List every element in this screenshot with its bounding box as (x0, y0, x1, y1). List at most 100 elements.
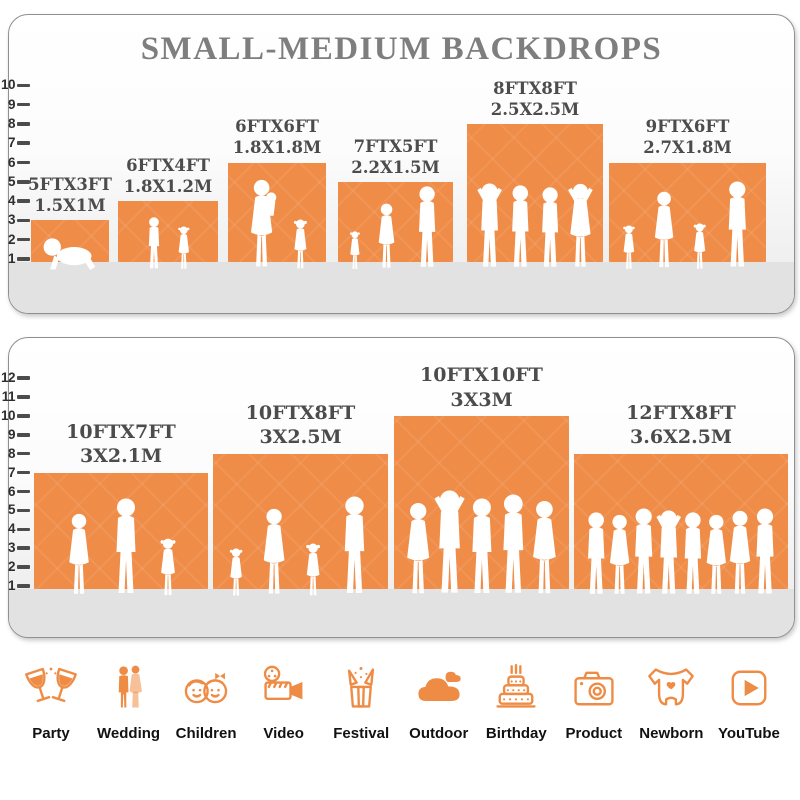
tick-label: 4 (7, 521, 16, 537)
backdrop-bar-7ftx5ft: 7FTX5FT 2.2X1.5M (338, 137, 453, 269)
tick-mark (17, 141, 30, 145)
tick-label: 7 (7, 464, 16, 480)
y-axis-tick-3: 3 (0, 541, 30, 555)
y-axis-tick-7: 7 (0, 136, 30, 150)
category-label: Product (565, 725, 623, 742)
backdrop-bar-6ftx4ft: 6FTX4FT 1.8X1.2M (118, 156, 218, 269)
backdrop-bar-10ftx10ft: 10FTX10FT 3X3M (394, 364, 569, 594)
size-m-label: 3X3M (450, 388, 513, 411)
bar-size-label: 6FTX6FT 1.8X1.8M (233, 116, 321, 158)
people-silhouettes (251, 179, 307, 269)
festival-icon (335, 662, 387, 719)
tick-mark (17, 584, 30, 588)
bar-size-label: 7FTX5FT 2.2X1.5M (351, 136, 439, 178)
tick-label: 10 (0, 407, 16, 423)
tick-mark (17, 160, 30, 165)
category-label: YouTube (717, 725, 780, 742)
wedding-icon (103, 662, 155, 719)
product-icon (574, 671, 614, 706)
bar-size-label: 12FTX8FT 3.6X2.5M (626, 401, 736, 450)
y-axis-tick-7: 7 (0, 464, 30, 480)
tick-label: 9 (7, 426, 16, 442)
backdrop-bar-6ftx6ft: 6FTX6FT 1.8X1.8M (228, 117, 326, 269)
bar-size-label: 8FTX8FT 2.5X2.5M (491, 78, 579, 120)
backdrop-bar-5ftx3ft: 5FTX3FT 1.5X1M (28, 175, 112, 271)
y-axis-tick-6: 6 (0, 154, 30, 170)
tick-label: 6 (7, 154, 16, 170)
size-ft-label: 6FTX6FT (235, 117, 319, 137)
y-axis-tick-10: 10 (0, 78, 30, 92)
bar-size-label: 5FTX3FT 1.5X1M (28, 174, 112, 216)
category-label: Outdoor (409, 725, 469, 742)
children-icon (180, 662, 232, 719)
y-axis-tick-8: 8 (0, 445, 30, 461)
tick-mark (17, 508, 30, 513)
people-silhouettes (477, 183, 593, 267)
tick-mark (17, 527, 30, 532)
bar-size-label: 10FTX10FT 3X3M (420, 363, 543, 412)
size-m-label: 3X2.5M (259, 426, 342, 449)
category-label: Party (32, 725, 70, 742)
y-axis-tick-9: 9 (0, 97, 30, 112)
size-ft-label: 7FTX5FT (353, 136, 438, 156)
y-axis-tick-4: 4 (0, 522, 30, 536)
backdrop-bar-10ftx8ft: 10FTX8FT 3X2.5M (213, 402, 388, 596)
size-ft-label: 12FTX8FT (626, 402, 736, 425)
birthday-icon (496, 664, 536, 708)
video-icon (258, 662, 310, 719)
category-label: Birthday (485, 725, 547, 742)
category-product: Product (557, 662, 631, 742)
newborn-icon (645, 662, 697, 719)
category-video: Video (247, 662, 321, 742)
size-m-label: 2.7X1.8M (643, 138, 732, 158)
y-axis-tick-8: 8 (0, 116, 30, 131)
y-axis-tick-6: 6 (0, 483, 30, 499)
size-m-label: 1.8X1.8M (232, 138, 322, 158)
tick-label: 2 (7, 231, 16, 247)
tick-label: 3 (7, 212, 16, 228)
tick-label: 7 (7, 135, 16, 151)
tick-label: 2 (7, 559, 16, 575)
tick-mark (17, 489, 30, 494)
size-ft-label: 6FTX4FT (126, 155, 210, 175)
tick-label: 8 (7, 445, 16, 461)
backdrop-bar-12ftx8ft: 12FTX8FT 3.6X2.5M (574, 402, 788, 594)
tick-mark (17, 102, 30, 107)
tick-label: 1 (7, 578, 16, 593)
category-label: Newborn (639, 725, 704, 742)
people-silhouettes (349, 186, 436, 269)
people-silhouettes (148, 217, 190, 269)
outdoor-icon (418, 671, 461, 701)
tick-mark (17, 237, 30, 242)
people-silhouettes (407, 490, 556, 594)
tick-label: 10 (0, 77, 16, 93)
size-ft-label: 8FTX8FT (493, 78, 577, 98)
category-festival: Festival (324, 662, 398, 742)
tick-mark (17, 199, 30, 203)
y-axis-tick-4: 4 (0, 194, 30, 208)
bar-size-label: 9FTX6FT 2.7X1.8M (643, 116, 731, 158)
children-icon (184, 672, 228, 704)
y-axis-tick-1: 1 (0, 579, 30, 593)
category-label: Festival (333, 725, 390, 742)
y-axis-tick-3: 3 (0, 213, 30, 227)
tick-mark (17, 122, 30, 126)
category-party: Party (14, 662, 88, 742)
tick-label: 6 (7, 483, 16, 499)
youtube-icon (731, 670, 767, 706)
people-silhouettes (623, 181, 746, 269)
bar-size-label: 10FTX8FT 3X2.5M (246, 401, 356, 450)
y-axis-tick-5: 5 (0, 503, 30, 517)
size-ft-label: 10FTX10FT (420, 364, 543, 387)
tick-label: 3 (7, 540, 16, 556)
size-m-label: 2.5X2.5M (490, 99, 580, 119)
backdrop-bar-9ftx6ft: 9FTX6FT 2.7X1.8M (609, 117, 766, 269)
size-ft-label: 9FTX6FT (645, 117, 730, 137)
y-axis-tick-2: 2 (0, 560, 30, 574)
tick-mark (17, 376, 30, 380)
product-icon (568, 662, 620, 719)
tick-mark (17, 83, 30, 88)
tick-label: 4 (7, 193, 16, 209)
people-silhouettes (43, 238, 96, 271)
